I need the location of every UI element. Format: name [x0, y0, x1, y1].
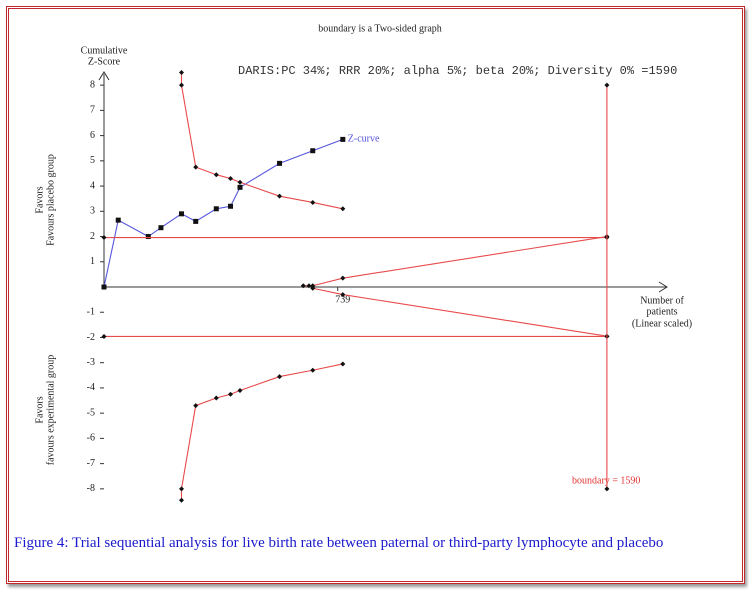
data-point	[277, 374, 283, 380]
series-line	[103, 138, 343, 288]
data-point	[158, 225, 164, 231]
data-point	[604, 82, 610, 88]
data-point	[340, 206, 346, 212]
x-axis-label: Number of	[640, 295, 684, 306]
data-point	[310, 367, 316, 373]
data-point	[310, 199, 316, 205]
y-tick-label: -1	[87, 307, 95, 318]
y-axis-arrow	[98, 71, 110, 81]
data-point	[310, 283, 316, 289]
upper-region-label: Favours placebo group	[45, 154, 56, 246]
x-tick-label: 739	[335, 294, 350, 305]
series-line	[303, 235, 607, 287]
y-axis-label: Cumulative	[81, 45, 128, 56]
lower-region-label: favours experimental group	[45, 355, 56, 466]
series-label: Z-curve	[348, 134, 380, 145]
chart-title: boundary is a Two-sided graph	[318, 23, 442, 34]
series-line	[312, 287, 607, 337]
data-point	[193, 218, 199, 224]
data-point	[340, 292, 346, 298]
data-point	[213, 206, 219, 212]
data-point	[178, 211, 184, 217]
data-point	[101, 235, 107, 241]
data-point	[178, 82, 184, 88]
data-point	[178, 70, 184, 76]
data-point	[213, 172, 219, 178]
y-tick-label: -5	[87, 407, 95, 418]
figure-caption: Figure 4: Trial sequential analysis for …	[14, 535, 664, 551]
y-tick-label: 8	[90, 79, 95, 90]
series-line	[180, 72, 343, 210]
upper-region-label: Favors	[34, 186, 45, 213]
y-tick-label: 6	[90, 130, 95, 141]
data-point	[340, 275, 346, 281]
data-point	[310, 148, 316, 154]
y-tick-label: 4	[90, 180, 95, 191]
lower-region-label: Favors	[34, 396, 45, 423]
data-point	[306, 283, 312, 289]
y-tick-label: 3	[90, 206, 95, 217]
series-line	[180, 363, 343, 501]
data-point	[145, 234, 151, 240]
data-point	[604, 486, 610, 492]
data-point	[340, 361, 346, 367]
data-point	[237, 184, 243, 190]
data-point	[178, 486, 184, 492]
y-axis-label: Z-Score	[88, 56, 121, 67]
data-point	[228, 176, 234, 181]
y-tick-label: 7	[90, 105, 95, 116]
data-point	[277, 160, 283, 166]
y-tick-label: 5	[90, 155, 95, 166]
x-axis-label: (Linear scaled)	[632, 318, 692, 329]
figure-frame	[6, 6, 745, 584]
data-point	[340, 136, 346, 142]
data-point	[115, 217, 121, 223]
data-point	[193, 403, 199, 409]
data-point	[101, 333, 107, 339]
y-tick-label: 2	[90, 231, 95, 242]
y-tick-label: 1	[90, 256, 95, 267]
data-point	[213, 395, 219, 401]
y-tick-label: -4	[87, 382, 95, 393]
annotation: DARIS:PC 34%; RRR 20%; alpha 5%; beta 20…	[238, 64, 677, 78]
data-point	[228, 391, 234, 397]
data-point	[228, 203, 234, 209]
data-point	[300, 283, 306, 289]
y-tick-label: -2	[87, 332, 95, 343]
y-tick-label: -6	[87, 433, 95, 444]
data-point	[101, 284, 107, 290]
x-axis-label: patients	[646, 306, 677, 317]
data-point	[193, 164, 199, 170]
data-point	[237, 387, 243, 393]
y-tick-label: -8	[87, 483, 95, 494]
data-point	[310, 285, 316, 291]
data-point	[277, 193, 283, 199]
boundary-label: boundary = 1590	[572, 475, 640, 486]
y-tick-label: -3	[87, 357, 95, 368]
data-point	[178, 497, 184, 503]
data-point	[237, 179, 243, 185]
y-tick-label: -7	[87, 458, 95, 469]
x-axis-arrow	[658, 281, 668, 293]
